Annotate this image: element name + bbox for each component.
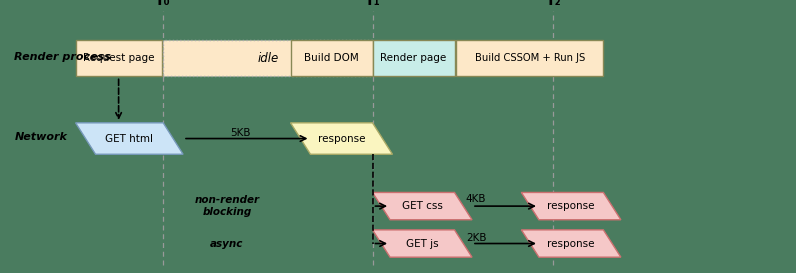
Text: async: async	[210, 239, 244, 249]
Text: Build DOM: Build DOM	[304, 53, 359, 63]
Text: 4KB: 4KB	[466, 194, 486, 204]
Polygon shape	[373, 230, 472, 257]
Polygon shape	[521, 192, 621, 220]
Text: T₀: T₀	[155, 0, 171, 8]
Text: Render process: Render process	[14, 52, 111, 62]
Text: 2KB: 2KB	[466, 233, 486, 242]
Bar	[373, 40, 455, 76]
Text: GET html: GET html	[105, 133, 154, 144]
Text: response: response	[548, 239, 595, 248]
Text: Network: Network	[14, 132, 67, 141]
Text: idle: idle	[257, 52, 279, 64]
Text: T₂: T₂	[545, 0, 561, 8]
Bar	[291, 40, 373, 76]
Polygon shape	[521, 230, 621, 257]
Text: response: response	[318, 133, 365, 144]
Text: Build CSSOM + Run JS: Build CSSOM + Run JS	[474, 53, 585, 63]
Text: Render page: Render page	[380, 53, 447, 63]
Text: Request page: Request page	[83, 53, 154, 63]
Bar	[76, 40, 162, 76]
Polygon shape	[373, 192, 472, 220]
Bar	[456, 40, 603, 76]
Text: 5KB: 5KB	[230, 128, 251, 138]
Text: non-render
blocking: non-render blocking	[194, 195, 259, 217]
Text: T₁: T₁	[365, 0, 380, 8]
Polygon shape	[76, 123, 183, 154]
Polygon shape	[291, 123, 392, 154]
Bar	[163, 40, 373, 76]
Text: GET js: GET js	[406, 239, 439, 248]
Text: GET css: GET css	[402, 201, 443, 211]
Text: response: response	[548, 201, 595, 211]
